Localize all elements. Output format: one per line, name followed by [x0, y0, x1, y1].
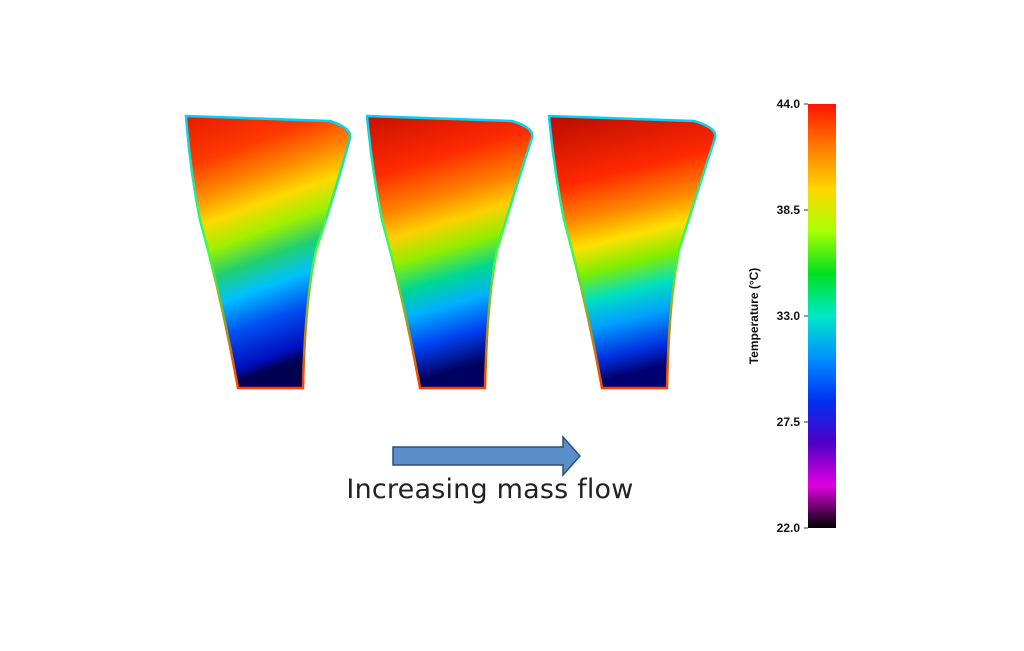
colorbar-tick-label: 44.0 — [776, 97, 800, 111]
blade-surface — [186, 116, 351, 388]
blade-surface — [549, 116, 716, 388]
blade-map-2 — [365, 114, 534, 390]
colorbar-ramp — [808, 104, 836, 528]
blade-edge — [184, 114, 352, 390]
blade-map-1 — [184, 114, 352, 390]
colorbar-tick-label: 22.0 — [776, 521, 800, 535]
colorbar-tick-label: 33.0 — [776, 309, 800, 323]
blade-map-3 — [547, 114, 717, 390]
direction-arrow — [392, 435, 582, 477]
caption: Increasing mass flow — [346, 474, 634, 505]
colorbar-tick-label: 27.5 — [776, 415, 800, 429]
blade-edge — [547, 114, 717, 390]
blade-edge — [365, 114, 534, 390]
colorbar-tick-label: 38.5 — [776, 203, 800, 217]
blade-surface — [367, 116, 533, 388]
